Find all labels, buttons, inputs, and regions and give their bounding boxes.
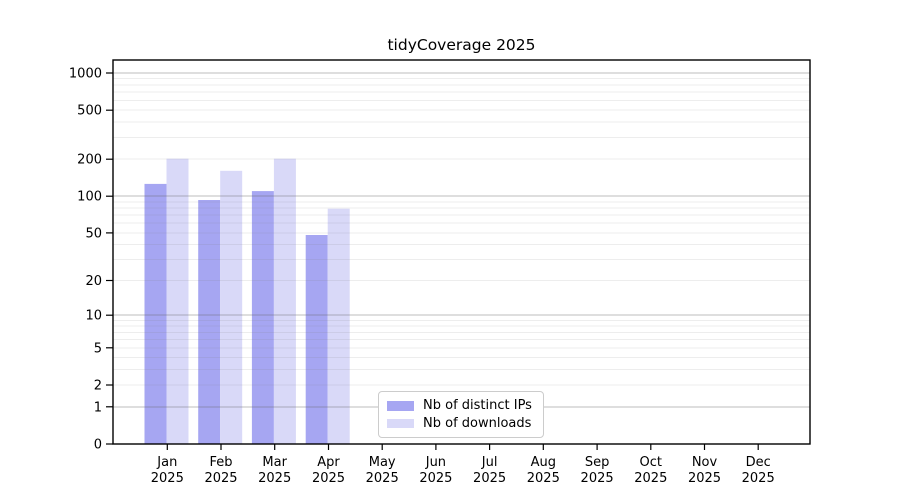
y-tick-label: 100 (77, 190, 102, 205)
legend-label-downloads: Nb of downloads (423, 415, 532, 431)
bar-downloads-jan (166, 158, 189, 444)
x-tick-label-year: 2025 (473, 471, 506, 486)
bar-downloads-feb (220, 170, 243, 445)
x-tick-label-month: May (369, 455, 396, 470)
legend-item-downloads: Nb of downloads (387, 417, 534, 430)
y-tick-label: 1000 (69, 67, 102, 82)
bar-downloads-mar (273, 158, 296, 444)
bar-distinct-ips-feb (198, 200, 221, 444)
x-tick-label-year: 2025 (366, 471, 399, 486)
legend-item-distinct-ips: Nb of distinct IPs (387, 399, 534, 412)
x-tick-label-year: 2025 (151, 471, 184, 486)
x-tick-label-month: Jan (156, 455, 177, 470)
bar-distinct-ips-jan (144, 183, 167, 444)
legend-label-distinct-ips: Nb of distinct IPs (423, 398, 532, 414)
distinct-ips-swatch-icon (387, 401, 414, 411)
x-tick-label-year: 2025 (581, 471, 614, 486)
y-tick-label: 500 (77, 104, 102, 119)
x-tick-label-year: 2025 (312, 471, 345, 486)
chart-title: tidyCoverage 2025 (387, 36, 536, 54)
bar-downloads-apr (327, 208, 350, 444)
y-tick-label: 1 (94, 400, 102, 415)
y-axis: 0 1 2 5 10 20 50 100 200 500 1000 (69, 67, 113, 453)
x-tick-label-month: Jul (481, 455, 498, 470)
x-axis: Jan2025Feb2025Mar2025Apr2025May2025Jun20… (151, 444, 775, 486)
x-tick-label-year: 2025 (742, 471, 775, 486)
x-tick-label-year: 2025 (258, 471, 291, 486)
x-tick-label-month: Oct (640, 455, 662, 470)
y-tick-label: 0 (94, 438, 102, 453)
x-tick-label-year: 2025 (527, 471, 560, 486)
x-tick-label-month: Apr (317, 455, 340, 470)
x-tick-label-month: Aug (531, 455, 556, 470)
bar-distinct-ips-mar (251, 191, 274, 444)
x-tick-label-month: Feb (209, 455, 232, 470)
y-tick-label: 50 (85, 226, 102, 241)
x-tick-label-year: 2025 (204, 471, 237, 486)
x-tick-label-month: Dec (746, 455, 771, 470)
y-tick-label: 20 (85, 274, 102, 289)
y-tick-label: 200 (77, 153, 102, 168)
downloads-swatch-icon (387, 418, 414, 428)
y-tick-label: 5 (94, 341, 102, 356)
plot-border (112, 59, 811, 445)
bar-distinct-ips-apr (305, 235, 328, 444)
x-tick-label-year: 2025 (688, 471, 721, 486)
y-tick-label: 2 (94, 379, 102, 394)
x-tick-label-year: 2025 (419, 471, 452, 486)
x-tick-label-month: Jun (425, 455, 446, 470)
legend: Nb of distinct IPs Nb of downloads (378, 391, 544, 438)
x-tick-label-month: Sep (585, 455, 610, 470)
x-tick-label-month: Nov (692, 455, 718, 470)
x-tick-label-year: 2025 (634, 471, 667, 486)
x-tick-label-month: Mar (262, 455, 287, 470)
y-tick-label: 10 (85, 309, 102, 324)
